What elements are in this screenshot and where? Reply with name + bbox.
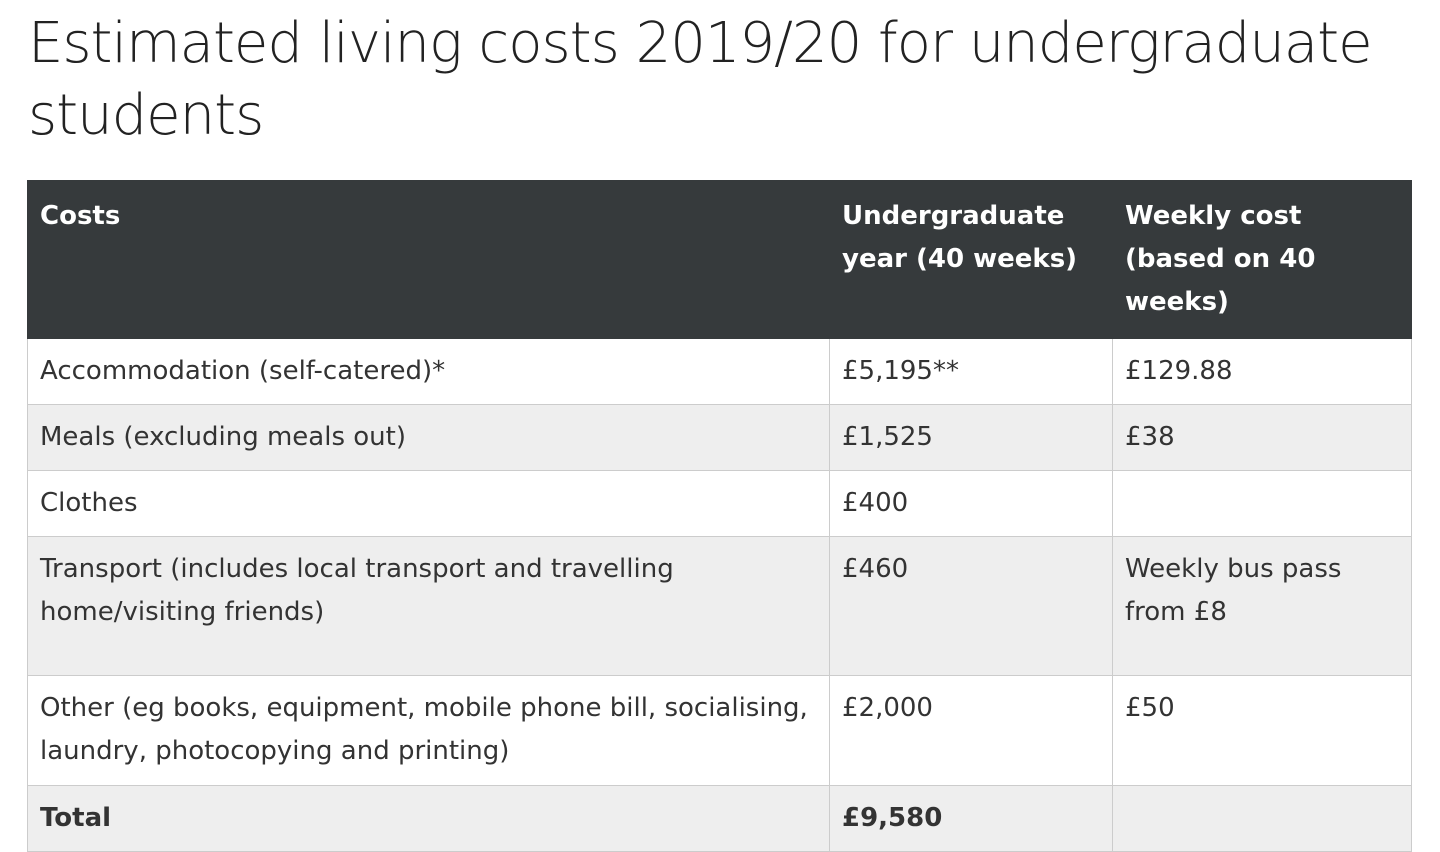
table-header: Costs Undergraduate year (40 weeks) Week…: [27, 180, 1412, 339]
page-title: Estimated living costs 2019/20 for under…: [28, 11, 1373, 148]
cell-year: £400: [829, 470, 1113, 537]
living-costs-table: Costs Undergraduate year (40 weeks) Week…: [27, 180, 1412, 852]
table-row-other: Other (eg books, equipment, mobile phone…: [27, 675, 1412, 786]
table-row-total: Total £9,580: [27, 785, 1412, 852]
cell-cost: Transport (includes local transport and …: [27, 536, 830, 676]
cell-total-weekly: [1112, 785, 1412, 852]
cell-year: £5,195**: [829, 338, 1113, 405]
header-weekly-cost: Weekly cost (based on 40 weeks): [1112, 180, 1412, 339]
cell-year: £1,525: [829, 404, 1113, 471]
cell-weekly: Weekly bus pass from £8: [1112, 536, 1412, 676]
header-row: Costs Undergraduate year (40 weeks) Week…: [27, 180, 1412, 339]
header-costs: Costs: [27, 180, 830, 339]
table-row-transport: Transport (includes local transport and …: [27, 536, 1412, 676]
cell-year: £460: [829, 536, 1113, 676]
cell-weekly: £50: [1112, 675, 1412, 786]
cell-total-label: Total: [27, 785, 830, 852]
table-row-clothes: Clothes £400: [27, 470, 1412, 537]
cell-cost: Meals (excluding meals out): [27, 404, 830, 471]
header-undergraduate-year: Undergraduate year (40 weeks): [829, 180, 1113, 339]
cell-total-year: £9,580: [829, 785, 1113, 852]
cell-weekly: [1112, 470, 1412, 537]
table-row-meals: Meals (excluding meals out) £1,525 £38: [27, 404, 1412, 471]
cell-cost: Clothes: [27, 470, 830, 537]
cell-year: £2,000: [829, 675, 1113, 786]
cell-weekly: £129.88: [1112, 338, 1412, 405]
cell-cost: Accommodation (self-catered)*: [27, 338, 830, 405]
page: Estimated living costs 2019/20 for under…: [27, 11, 1412, 852]
cell-weekly: £38: [1112, 404, 1412, 471]
cell-cost: Other (eg books, equipment, mobile phone…: [27, 675, 830, 786]
table-row-accommodation: Accommodation (self-catered)* £5,195** £…: [27, 338, 1412, 405]
table-body: Accommodation (self-catered)* £5,195** £…: [27, 338, 1412, 852]
